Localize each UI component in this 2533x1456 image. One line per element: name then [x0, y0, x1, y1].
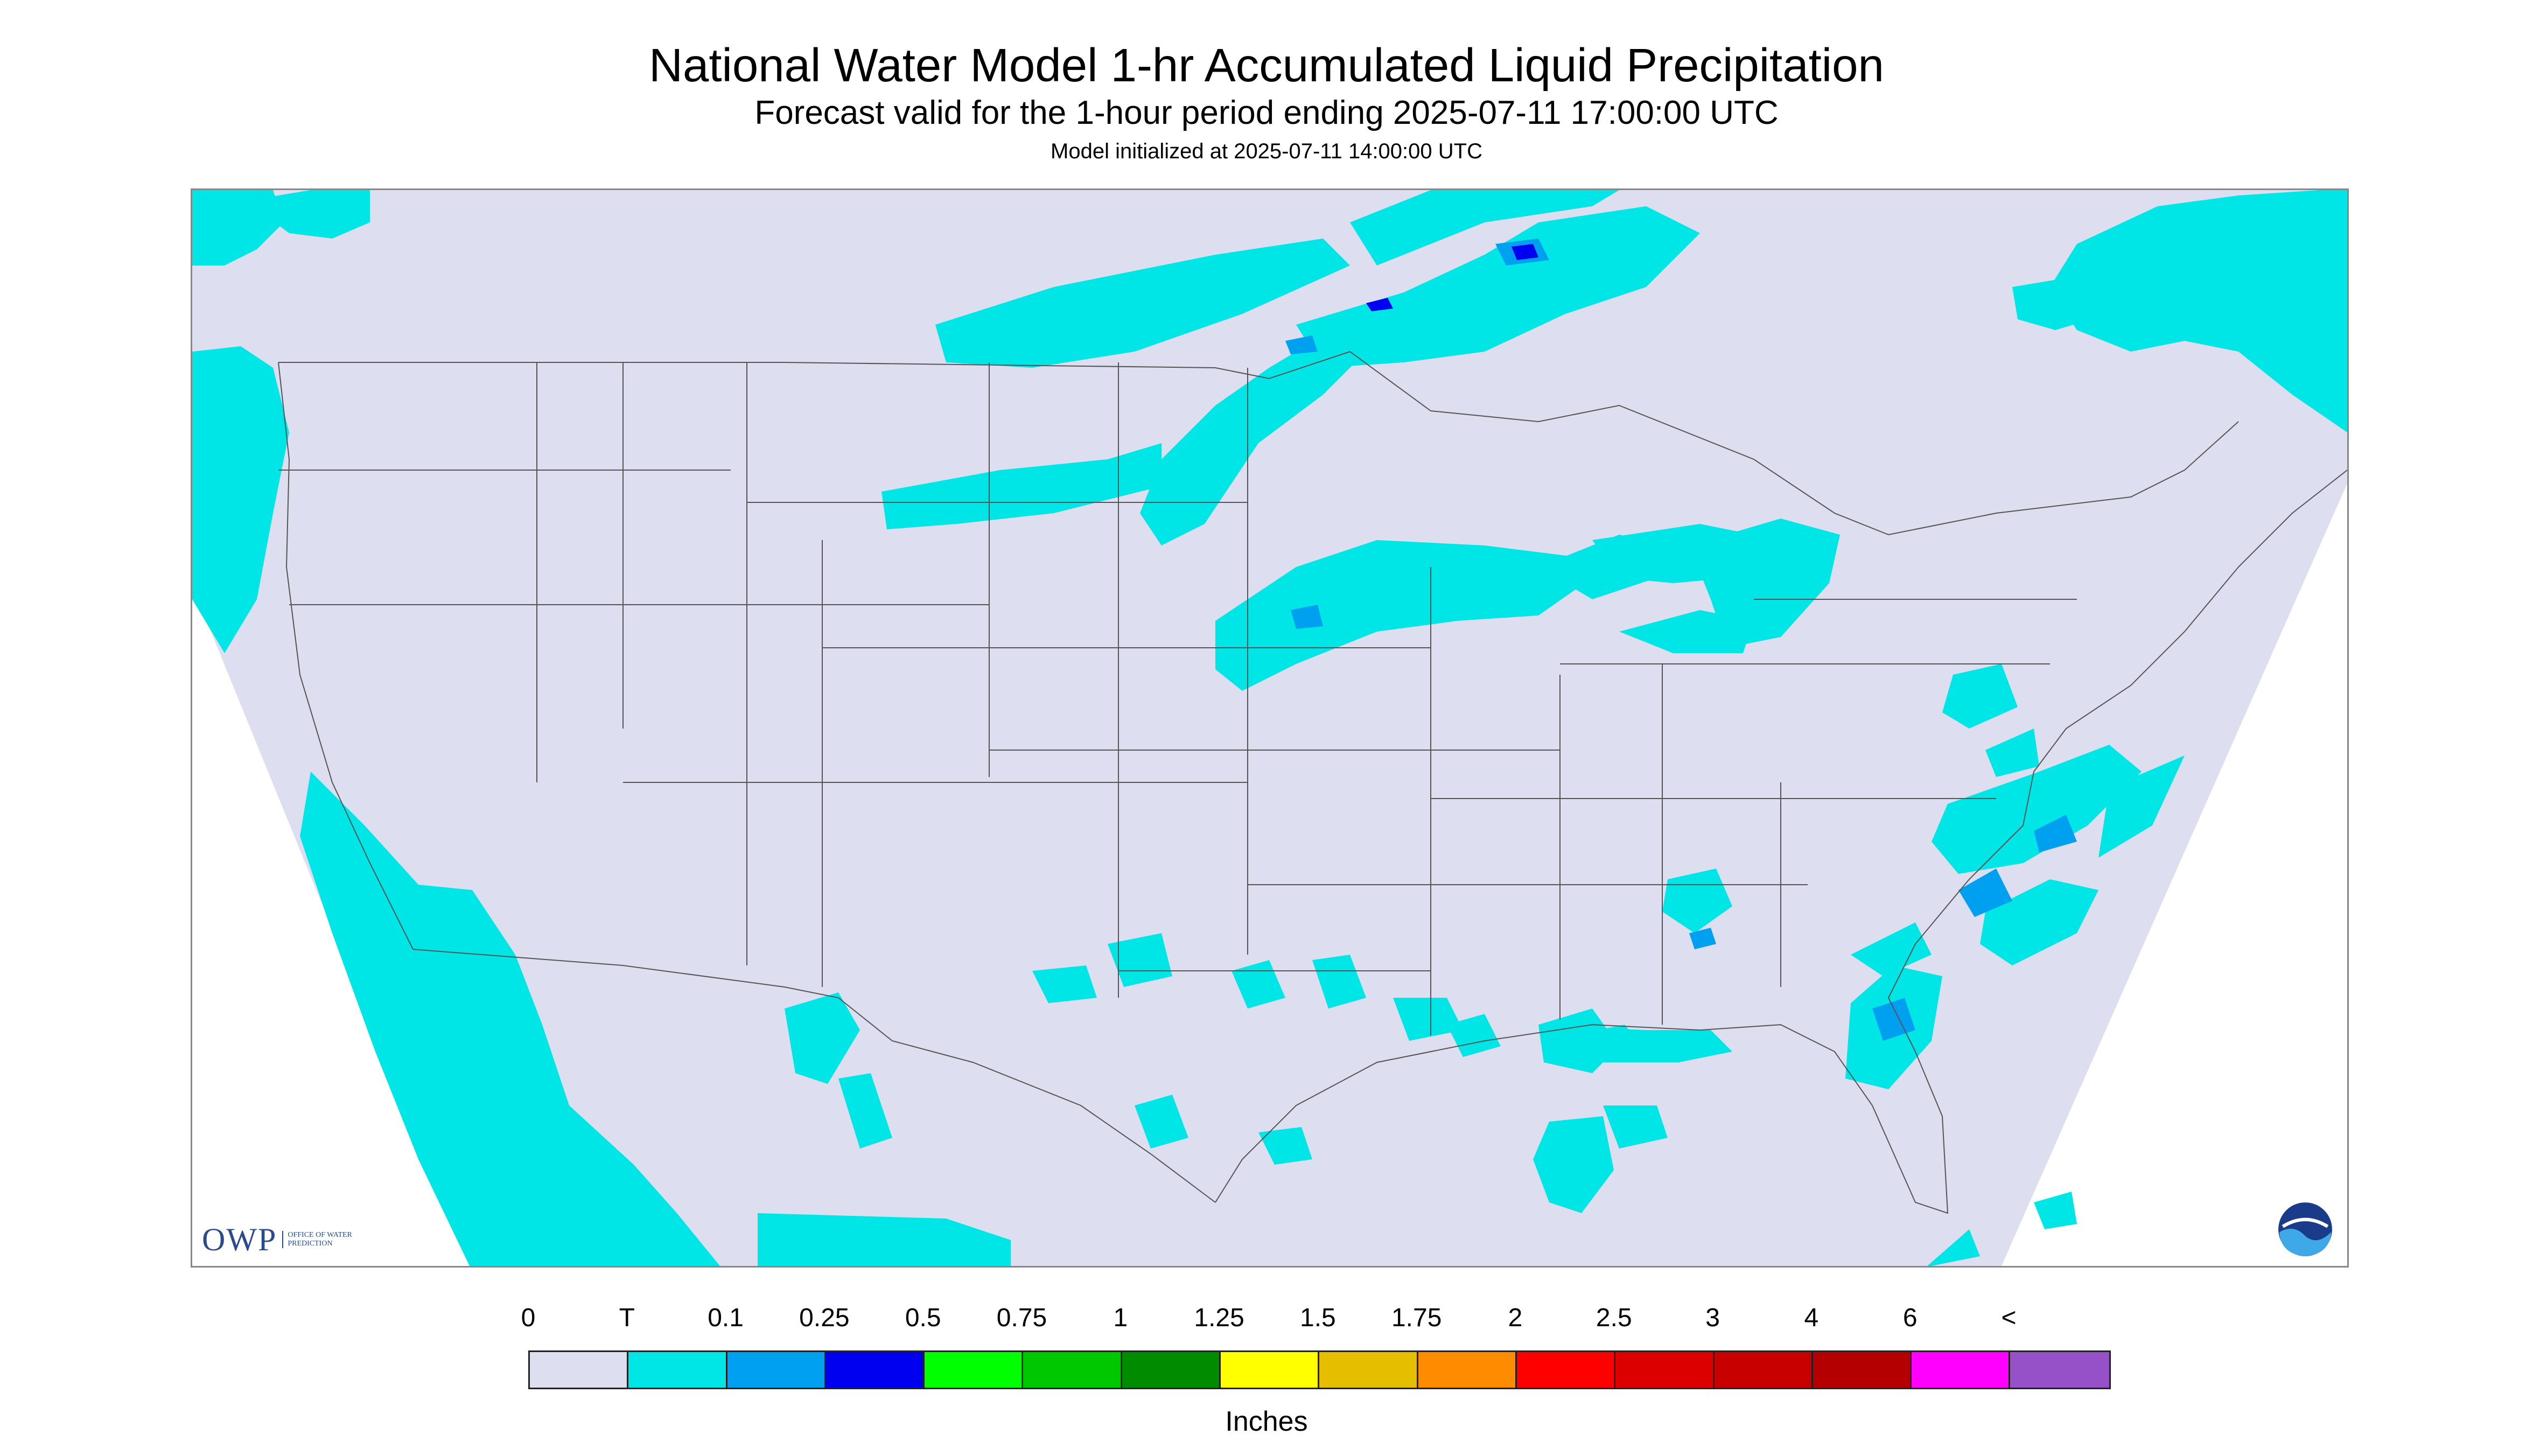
- legend-label: 6: [1902, 1304, 1918, 1332]
- legend-swatch: [2010, 1352, 2109, 1388]
- precip-cell: [1958, 869, 2012, 917]
- legend-labels: 0 T 0.1 0.25 0.5 0.75 1 1.25 1.5 1.75 2 2.5 3 4 6 <: [0, 1303, 2533, 1341]
- precip-area: [758, 1213, 1011, 1266]
- owp-logo-subtext: OFFICE OF WATER PREDICTION: [282, 1231, 358, 1248]
- boundary-layer: [278, 351, 2347, 1214]
- precip-area: [1140, 319, 1377, 545]
- precip-area: [838, 1073, 892, 1149]
- precipitation-layer: [192, 190, 2347, 1266]
- legend-swatch: [1221, 1352, 1320, 1388]
- legend-label: 1.5: [1300, 1304, 1336, 1332]
- precip-area: [881, 443, 1161, 529]
- map-subtitle: Forecast valid for the 1-hour period end…: [754, 94, 1779, 131]
- legend-swatch: [1122, 1352, 1221, 1388]
- precip-area: [2098, 755, 2185, 858]
- precip-area: [1851, 922, 1932, 976]
- coastline: [1215, 470, 2347, 1214]
- legend-label: 0.75: [996, 1304, 1047, 1332]
- legend-swatch: [530, 1352, 629, 1388]
- precip-area: [1258, 1127, 1312, 1165]
- precip-cell: [1285, 335, 1318, 354]
- legend-swatch: [727, 1352, 826, 1388]
- legend-swatch: [1418, 1352, 1517, 1388]
- legend-units: Inches: [1225, 1406, 1308, 1437]
- noaa-logo-icon: [2278, 1202, 2332, 1256]
- legend-label: 2: [1508, 1304, 1523, 1332]
- legend-label: 0.25: [799, 1304, 850, 1332]
- legend-swatch: [628, 1352, 727, 1388]
- precip-area: [1533, 1116, 1614, 1213]
- precip-area: [1549, 1025, 1614, 1046]
- legend-swatch: [1912, 1352, 2011, 1388]
- precip-area: [935, 239, 1350, 368]
- precip-area: [1312, 955, 1366, 1009]
- precip-area: [1350, 190, 1619, 265]
- legend-swatch: [1319, 1352, 1418, 1388]
- legend-swatch: [1516, 1352, 1616, 1388]
- precip-cell: [1366, 298, 1393, 311]
- legend-label: 3: [1705, 1304, 1720, 1332]
- precip-cell: [1291, 605, 1323, 629]
- precip-area: [2034, 1192, 2077, 1229]
- legend-swatch: [825, 1352, 925, 1388]
- precip-area: [2012, 276, 2109, 330]
- precip-area: [246, 190, 370, 239]
- legend-swatch: [1813, 1352, 1912, 1388]
- precip-area: [2050, 190, 2347, 432]
- map-title: National Water Model 1-hr Accumulated Li…: [649, 39, 1884, 92]
- precip-area: [1135, 1095, 1188, 1149]
- us-mexico-border: [412, 949, 1216, 1203]
- precipitation-heavy-layer: [1366, 244, 1538, 311]
- legend-swatch: [925, 1352, 1024, 1388]
- precip-area: [1927, 1229, 1980, 1266]
- legend-label: 4: [1804, 1304, 1819, 1332]
- conus-map-svg: [192, 190, 2347, 1266]
- precip-area: [1985, 729, 2039, 777]
- legend-label: T: [619, 1304, 635, 1332]
- legend-label: 2.5: [1596, 1304, 1632, 1332]
- legend-swatch: [1023, 1352, 1122, 1388]
- precipitation-map: OWP OFFICE OF WATER PREDICTION: [191, 188, 2349, 1268]
- precip-area: [1296, 206, 1700, 368]
- legend-swatch: [1615, 1352, 1715, 1388]
- coastline: [278, 362, 414, 950]
- precip-area: [1032, 965, 1097, 1003]
- owp-logo-text: OWP: [202, 1221, 277, 1257]
- precip-area: [192, 346, 289, 653]
- precip-cell: [2034, 815, 2077, 852]
- precip-area: [1215, 540, 1592, 691]
- legend-label: 1: [1113, 1304, 1128, 1332]
- legend-label: 1.75: [1391, 1304, 1442, 1332]
- precip-cell: [1689, 928, 1716, 949]
- legend-label: <: [2001, 1304, 2017, 1332]
- legend-colorbar: [528, 1350, 2111, 1389]
- legend-label: 0: [521, 1304, 536, 1332]
- owp-logo: OWP OFFICE OF WATER PREDICTION: [202, 1221, 358, 1258]
- us-canada-border: [278, 351, 2239, 536]
- precip-area: [1393, 998, 1463, 1041]
- legend-label: 1.25: [1194, 1304, 1244, 1332]
- precip-area: [1942, 664, 2018, 729]
- precip-area: [1932, 745, 2142, 874]
- legend-swatch: [1714, 1352, 1813, 1388]
- model-init-text: Model initialized at 2025-07-11 14:00:00…: [1051, 139, 1482, 163]
- precip-area: [354, 863, 445, 960]
- precip-cell: [1512, 244, 1538, 260]
- precip-area: [1689, 519, 1840, 648]
- precip-area: [1603, 1105, 1668, 1149]
- precip-area: [1108, 933, 1172, 987]
- precip-area: [1231, 960, 1285, 1009]
- legend-label: 0.1: [708, 1304, 744, 1332]
- legend-label: 0.5: [905, 1304, 941, 1332]
- precip-area: [785, 992, 860, 1084]
- model-domain: [192, 190, 2347, 1266]
